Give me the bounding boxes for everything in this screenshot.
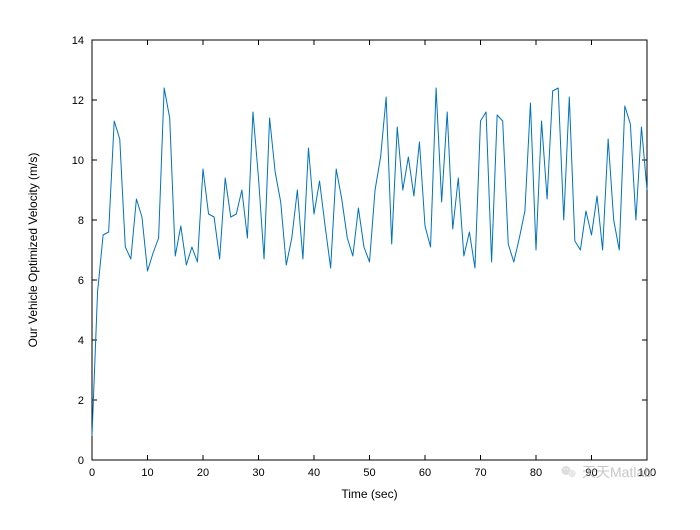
y-tick-label: 4 bbox=[78, 335, 84, 347]
y-tick-label: 8 bbox=[78, 215, 84, 227]
x-tick-label: 70 bbox=[474, 467, 486, 479]
y-tick-label: 0 bbox=[78, 455, 84, 467]
y-tick-label: 12 bbox=[72, 95, 84, 107]
x-tick-label: 100 bbox=[638, 467, 656, 479]
x-tick-label: 20 bbox=[197, 467, 209, 479]
x-axis-label: Time (sec) bbox=[341, 487, 397, 501]
x-tick-label: 0 bbox=[89, 467, 95, 479]
y-tick-label: 6 bbox=[78, 275, 84, 287]
y-axis-label: Our Vehicle Optimized Velocity (m/s) bbox=[26, 153, 40, 348]
y-tick-label: 10 bbox=[72, 155, 84, 167]
y-tick-label: 14 bbox=[72, 35, 84, 47]
x-tick-label: 10 bbox=[141, 467, 153, 479]
x-tick-label: 40 bbox=[308, 467, 320, 479]
line-chart: 0 10 20 30 40 50 60 70 80 90 100 0 2 4 6 8 10 12 14 Time (s… bbox=[0, 0, 700, 525]
x-tick-label: 60 bbox=[419, 467, 431, 479]
chart-container: 0 10 20 30 40 50 60 70 80 90 100 0 2 4 6 8 10 12 14 Time (s… bbox=[0, 0, 700, 525]
x-tick-label: 90 bbox=[585, 467, 597, 479]
x-tick-label: 80 bbox=[530, 467, 542, 479]
x-tick-label: 50 bbox=[363, 467, 375, 479]
x-tick-label: 30 bbox=[252, 467, 264, 479]
y-tick-label: 2 bbox=[78, 395, 84, 407]
